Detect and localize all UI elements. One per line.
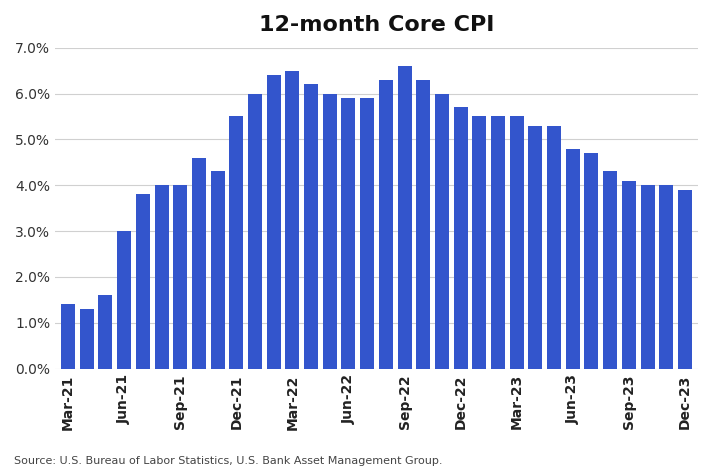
Bar	[360, 98, 374, 369]
Text: Source: U.S. Bureau of Labor Statistics, U.S. Bank Asset Management Group.: Source: U.S. Bureau of Labor Statistics,…	[14, 456, 443, 466]
Bar	[230, 117, 243, 369]
Title: 12-month Core CPI: 12-month Core CPI	[259, 15, 494, 35]
Bar	[472, 117, 486, 369]
Bar	[210, 171, 225, 369]
Bar	[248, 94, 262, 369]
Bar	[155, 185, 168, 369]
Bar	[678, 190, 692, 369]
Bar	[267, 75, 281, 369]
Bar	[61, 305, 75, 369]
Bar	[304, 84, 318, 369]
Bar	[98, 295, 113, 369]
Bar	[528, 125, 543, 369]
Bar	[136, 194, 150, 369]
Bar	[585, 153, 598, 369]
Bar	[640, 185, 655, 369]
Bar	[416, 80, 430, 369]
Bar	[323, 94, 337, 369]
Bar	[173, 185, 188, 369]
Bar	[285, 71, 299, 369]
Bar	[117, 231, 131, 369]
Bar	[547, 125, 561, 369]
Bar	[435, 94, 449, 369]
Bar	[192, 158, 206, 369]
Bar	[398, 66, 411, 369]
Bar	[379, 80, 393, 369]
Bar	[565, 148, 580, 369]
Bar	[603, 171, 617, 369]
Bar	[510, 117, 523, 369]
Bar	[491, 117, 505, 369]
Bar	[80, 309, 94, 369]
Bar	[660, 185, 673, 369]
Bar	[453, 107, 468, 369]
Bar	[342, 98, 356, 369]
Bar	[622, 181, 636, 369]
